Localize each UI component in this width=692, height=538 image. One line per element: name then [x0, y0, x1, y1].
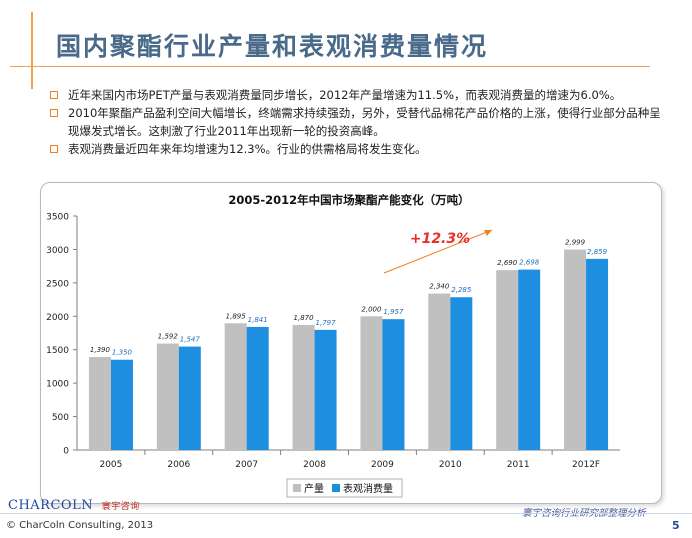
bar-consumption: [586, 258, 609, 450]
bar-production: [564, 249, 587, 450]
bar-data-label: 1,592: [158, 333, 179, 341]
bullet-list: 近年来国内市场PET产量与表观消费量同步增长，2012年产量增速为11.5%，而…: [48, 86, 668, 158]
bar-data-label: 2,285: [451, 286, 472, 294]
footer-slogan: —— 寰宇咨询行业研究部整理分析: [500, 505, 646, 519]
legend-label: 产量: [304, 482, 324, 495]
bar-data-label: 2,000: [361, 305, 382, 313]
bar-data-label: 2,690: [497, 259, 518, 267]
bar-production: [156, 343, 179, 450]
bar-data-label: 2,698: [519, 259, 540, 267]
bar-data-label: 2,340: [429, 283, 450, 291]
bar-data-label: 1,841: [248, 316, 268, 324]
bar-consumption: [382, 319, 405, 450]
bar-production: [428, 293, 451, 450]
bullet-item: 2010年聚酯产品盈利空间大幅增长，终端需求持续强劲，另外，受替代品棉花产品价格…: [48, 104, 668, 140]
bar-consumption: [178, 346, 201, 450]
y-tick-label: 0: [63, 447, 69, 457]
bullet-text: 2010年聚酯产品盈利空间大幅增长，终端需求持续强劲，另外，受替代品棉花产品价格…: [68, 106, 661, 138]
y-tick-label: 1500: [46, 346, 69, 356]
bar-consumption: [246, 326, 269, 450]
bar-consumption: [450, 297, 473, 450]
bar-data-label: 1,390: [90, 346, 111, 354]
bar-data-label: 1,895: [226, 312, 247, 320]
x-tick-label: 2005: [99, 460, 122, 470]
logo-text: CHARCOLN: [8, 498, 94, 513]
bar-data-label: 1,870: [294, 314, 315, 322]
slide-title: 国内聚酯行业产量和表观消费量情况: [56, 32, 489, 61]
bullet-text: 表观消费量近四年来年均增速为12.3%。行业的供需格局将发生变化。: [68, 142, 427, 156]
bar-data-label: 1,957: [383, 308, 404, 316]
bar-production: [496, 270, 519, 450]
bar-production: [360, 316, 383, 450]
x-tick-label: 2011: [507, 460, 530, 470]
x-tick-label: 2012F: [572, 460, 600, 470]
legend-box: [286, 478, 403, 498]
title-accent-vertical-line: [31, 12, 33, 89]
bar-data-label: 1,350: [112, 349, 133, 357]
footer-divider: [0, 513, 692, 514]
x-tick-label: 2008: [303, 460, 326, 470]
bar-data-label: 1,797: [316, 319, 337, 327]
page-number: 5: [672, 519, 680, 532]
company-logo: CHARCOLN 寰宇咨询: [8, 498, 140, 513]
bullet-item: 表观消费量近四年来年均增速为12.3%。行业的供需格局将发生变化。: [48, 140, 668, 158]
y-tick-label: 3500: [46, 213, 69, 223]
x-tick-label: 2006: [167, 460, 190, 470]
y-tick-label: 2000: [46, 313, 69, 323]
bar-data-label: 2,859: [587, 248, 608, 256]
growth-annotation: +12.3%: [410, 231, 470, 247]
chart-title: 2005-2012年中国市场聚酯产能变化（万吨）: [228, 193, 469, 207]
x-tick-label: 2009: [371, 460, 394, 470]
y-tick-label: 500: [52, 413, 69, 423]
legend-swatch: [332, 484, 340, 492]
bar-consumption: [518, 269, 541, 450]
bar-data-label: 2,999: [565, 238, 586, 246]
bar-production: [224, 323, 247, 450]
y-tick-label: 1000: [46, 380, 69, 390]
x-tick-label: 2010: [439, 460, 462, 470]
bar-data-label: 1,547: [180, 336, 201, 344]
legend-swatch: [293, 484, 301, 492]
bullet-text: 近年来国内市场PET产量与表观消费量同步增长，2012年产量增速为11.5%，而…: [68, 88, 622, 102]
logo-text-cn: 寰宇咨询: [101, 502, 140, 512]
legend-label: 表观消费量: [343, 482, 393, 495]
title-accent-horizontal-line: [10, 66, 650, 67]
bar-consumption: [314, 329, 337, 450]
bullet-square-icon: [50, 145, 58, 153]
bar-consumption: [110, 359, 133, 450]
growth-arrow-line: [383, 229, 493, 274]
bullet-square-icon: [50, 91, 58, 99]
bullet-item: 近年来国内市场PET产量与表观消费量同步增长，2012年产量增速为11.5%，而…: [48, 86, 668, 104]
copyright-text: © CharColn Consulting, 2013: [6, 520, 154, 531]
growth-arrow-head: [484, 230, 492, 236]
y-tick-label: 2500: [46, 279, 69, 289]
y-tick-label: 3000: [46, 246, 69, 256]
x-tick-label: 2007: [235, 460, 258, 470]
bar-production: [88, 357, 111, 450]
bar-production: [292, 324, 315, 450]
bullet-square-icon: [50, 109, 58, 117]
